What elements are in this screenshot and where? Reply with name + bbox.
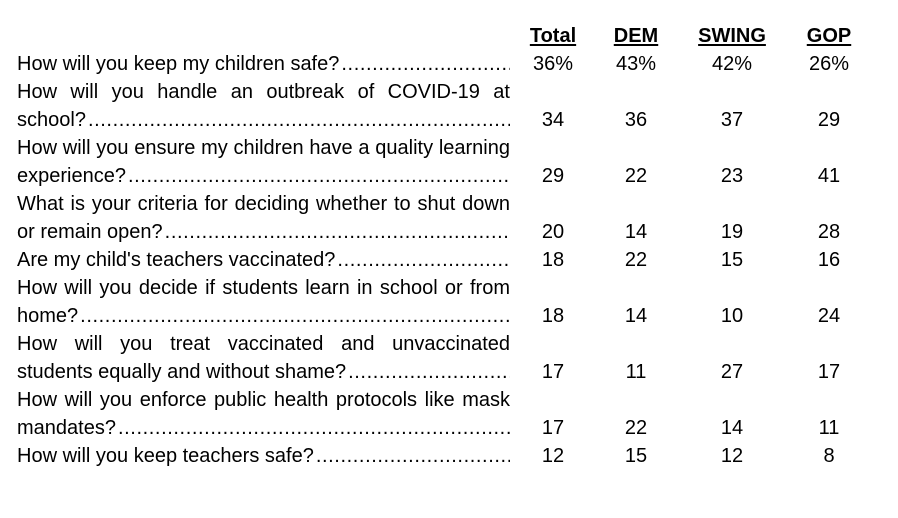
value-cell: 16 (817, 249, 841, 271)
value-cell: 14 (624, 221, 648, 243)
value-cell: 12 (720, 445, 744, 467)
question-line: home?...................................… (17, 302, 510, 330)
value-cell: 20 (541, 221, 565, 243)
question-text: mandates? (17, 417, 116, 439)
question-text: How will you keep my children safe? (17, 53, 340, 75)
table-row: How will you keep my children safe?.....… (17, 50, 898, 78)
question-line: Are my child's teachers vaccinated?.....… (17, 246, 510, 274)
value-cell: 36% (532, 53, 574, 75)
question-cell: How will you ensure my children have a q… (17, 134, 510, 190)
question-text: or remain open? (17, 221, 163, 243)
value-cell: 41 (817, 165, 841, 187)
question-line: How will you enforce public health proto… (17, 389, 510, 411)
value-cell: 26% (808, 53, 850, 75)
question-cell: How will you keep my children safe?.....… (17, 50, 510, 78)
table-row: How will you decide if students learn in… (17, 274, 898, 330)
value-cell: 18 (541, 305, 565, 327)
value-cell: 36 (624, 109, 648, 131)
value-cell: 19 (720, 221, 744, 243)
question-cell: How will you treat vaccinated and unvacc… (17, 330, 510, 386)
question-line: mandates?...............................… (17, 414, 510, 442)
question-cell: How will you decide if students learn in… (17, 274, 510, 330)
table-row: How will you keep teachers safe?........… (17, 442, 898, 470)
question-line: experience?.............................… (17, 162, 510, 190)
value-cell: 37 (720, 109, 744, 131)
column-header-total: Total (510, 22, 596, 50)
value-cell: 22 (624, 249, 648, 271)
value-cell: 17 (541, 417, 565, 439)
dot-leader: ........................................… (337, 249, 510, 271)
value-cell: 11 (818, 417, 840, 439)
question-cell: How will you handle an outbreak of COVID… (17, 78, 510, 134)
value-cell: 15 (624, 445, 648, 467)
column-header-gop: GOP (788, 22, 870, 50)
dot-leader: ........................................… (117, 417, 510, 439)
value-cell: 24 (817, 305, 841, 327)
value-cell: 18 (541, 249, 565, 271)
question-line: How will you treat vaccinated and unvacc… (17, 333, 510, 355)
dot-leader: ........................................… (341, 53, 510, 75)
value-cell: 10 (720, 305, 744, 327)
question-line: How will you keep my children safe?.....… (17, 50, 510, 78)
question-line: school?.................................… (17, 106, 510, 134)
question-text: How will you keep teachers safe? (17, 445, 314, 467)
column-header-dem: DEM (596, 22, 676, 50)
value-cell: 23 (720, 165, 744, 187)
question-line: or remain open?.........................… (17, 218, 510, 246)
question-cell: Are my child's teachers vaccinated?.....… (17, 246, 510, 274)
table-rows: How will you keep my children safe?.....… (17, 50, 898, 470)
question-line: How will you keep teachers safe?........… (17, 442, 510, 470)
column-header-dem-label: DEM (613, 25, 659, 47)
question-cell: How will you enforce public health proto… (17, 386, 510, 442)
question-text: Are my child's teachers vaccinated? (17, 249, 336, 271)
question-text: students equally and without shame? (17, 361, 347, 383)
value-cell: 27 (720, 361, 744, 383)
value-cell: 34 (541, 109, 565, 131)
table-row: How will you treat vaccinated and unvacc… (17, 330, 898, 386)
dot-leader: ........................................… (80, 305, 510, 327)
question-line: What is your criteria for deciding wheth… (17, 193, 510, 215)
value-cell: 17 (541, 361, 565, 383)
question-text: home? (17, 305, 79, 327)
table-row: How will you ensure my children have a q… (17, 134, 898, 190)
question-text: school? (17, 109, 86, 131)
table-row: How will you enforce public health proto… (17, 386, 898, 442)
column-header-swing-label: SWING (698, 25, 766, 47)
value-cell: 14 (624, 305, 648, 327)
value-cell: 29 (541, 165, 565, 187)
question-line: How will you ensure my children have a q… (17, 137, 510, 159)
table-header-row: Total DEM SWING GOP (17, 22, 898, 50)
column-header-swing: SWING (676, 22, 788, 50)
value-cell: 8 (823, 445, 835, 467)
dot-leader: ........................................… (127, 165, 510, 187)
value-cell: 15 (720, 249, 744, 271)
column-header-total-label: Total (529, 25, 577, 47)
value-cell: 22 (624, 417, 648, 439)
value-cell: 12 (541, 445, 565, 467)
value-cell: 22 (624, 165, 648, 187)
value-cell: 42% (711, 53, 753, 75)
value-cell: 11 (625, 361, 647, 383)
column-header-gop-label: GOP (806, 25, 852, 47)
dot-leader: ........................................… (315, 445, 510, 467)
dot-leader: ........................................… (348, 361, 510, 383)
dot-leader: ........................................… (164, 221, 510, 243)
question-line: students equally and without shame?.....… (17, 358, 510, 386)
table-row: How will you handle an outbreak of COVID… (17, 78, 898, 134)
value-cell: 17 (817, 361, 841, 383)
table-row: Are my child's teachers vaccinated?.....… (17, 246, 898, 274)
question-cell: What is your criteria for deciding wheth… (17, 190, 510, 246)
dot-leader: ........................................… (87, 109, 510, 131)
question-cell: How will you keep teachers safe?........… (17, 442, 510, 470)
value-cell: 28 (817, 221, 841, 243)
question-line: How will you handle an outbreak of COVID… (17, 81, 510, 103)
value-cell: 43% (615, 53, 657, 75)
table-row: What is your criteria for deciding wheth… (17, 190, 898, 246)
value-cell: 29 (817, 109, 841, 131)
value-cell: 14 (720, 417, 744, 439)
question-line: How will you decide if students learn in… (17, 277, 510, 299)
question-text: experience? (17, 165, 126, 187)
